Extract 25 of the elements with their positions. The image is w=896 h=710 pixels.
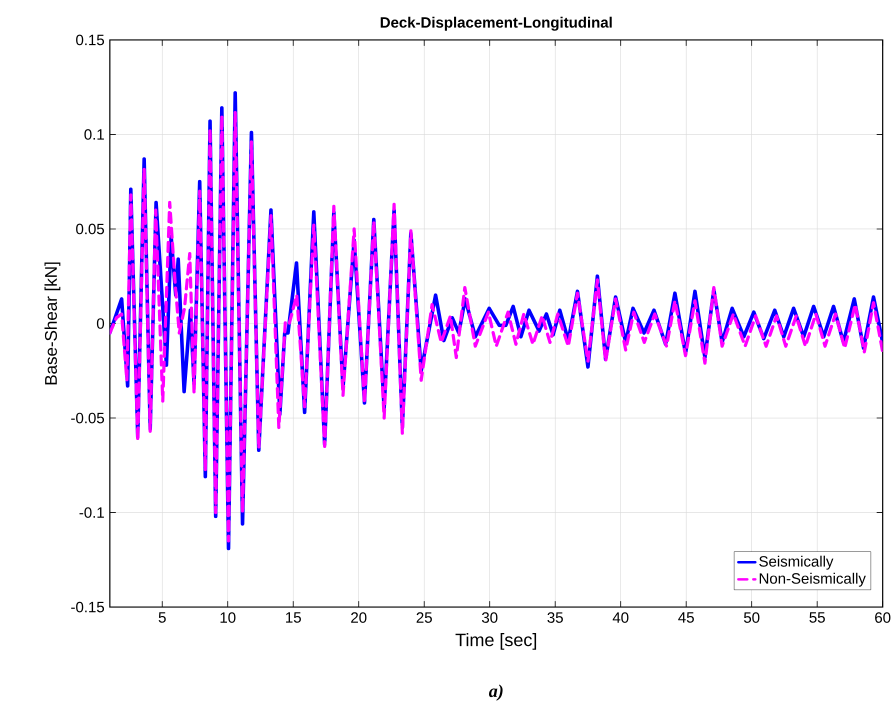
- x-tick-label: 15: [286, 612, 301, 623]
- y-tick-label: 0: [96, 318, 104, 329]
- x-tick-label: 30: [482, 612, 498, 623]
- y-tick-label: 0.1: [84, 129, 104, 140]
- legend-label: Non-Seismically: [760, 572, 866, 587]
- chart-title: Deck-Displacement-Longitudinal: [380, 16, 612, 31]
- x-tick-label: 35: [547, 612, 563, 623]
- y-tick-label: -0.15: [71, 602, 104, 612]
- x-tick-label: 60: [875, 612, 890, 623]
- x-tick-label: 45: [678, 612, 694, 623]
- x-tick-label: 50: [744, 612, 760, 623]
- x-tick-label: 5: [158, 612, 166, 623]
- x-tick-label: 55: [809, 612, 825, 623]
- y-axis-title: Base-Shear [kN]: [44, 262, 60, 384]
- x-axis-title: Time [sec]: [456, 633, 536, 650]
- text: a): [488, 684, 503, 701]
- x-tick-label: 40: [612, 612, 628, 623]
- y-tick-label: 0.05: [76, 224, 104, 234]
- y-tick-label: -0.1: [80, 507, 104, 518]
- x-tick-label: 10: [220, 612, 236, 623]
- x-tick-label: 25: [416, 612, 432, 623]
- y-tick-label: -0.05: [71, 412, 104, 424]
- x-tick-label: 20: [351, 612, 366, 623]
- legend-label: Seismically: [759, 556, 834, 570]
- y-tick-label: 0.15: [76, 34, 104, 46]
